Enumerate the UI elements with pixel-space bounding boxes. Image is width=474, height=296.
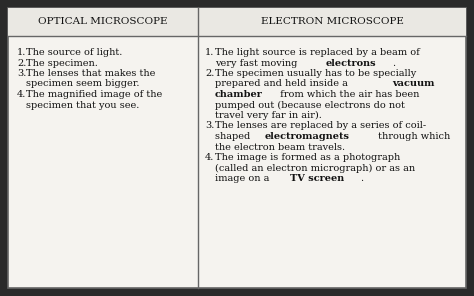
Text: ELECTRON MICROSCOPE: ELECTRON MICROSCOPE (261, 17, 403, 27)
Text: The source of light.: The source of light. (26, 48, 122, 57)
Text: The lenses are replaced by a series of coil-: The lenses are replaced by a series of c… (215, 121, 426, 131)
Text: prepared and held inside a: prepared and held inside a (215, 80, 351, 89)
Text: The specimen usually has to be specially: The specimen usually has to be specially (215, 69, 416, 78)
Text: chamber: chamber (215, 90, 263, 99)
Text: The specimen.: The specimen. (26, 59, 98, 67)
Text: 1.: 1. (205, 48, 214, 57)
Text: The light source is replaced by a beam of: The light source is replaced by a beam o… (215, 48, 420, 57)
Bar (8, 8, 466, 36)
Text: specimen seem bigger.: specimen seem bigger. (26, 80, 139, 89)
Text: 3.: 3. (205, 121, 214, 131)
Text: OPTICAL MICROSCOPE: OPTICAL MICROSCOPE (38, 17, 168, 27)
Text: .: . (360, 174, 364, 183)
Text: through which: through which (375, 132, 451, 141)
Text: from which the air has been: from which the air has been (277, 90, 419, 99)
Text: The lenses that makes the: The lenses that makes the (26, 69, 155, 78)
Text: electrons: electrons (326, 59, 377, 67)
Text: .: . (392, 59, 395, 67)
Text: very fast moving: very fast moving (215, 59, 301, 67)
Text: 2.: 2. (17, 59, 27, 67)
Text: 2.: 2. (205, 69, 214, 78)
Text: 4.: 4. (17, 90, 27, 99)
Text: vacuum: vacuum (392, 80, 434, 89)
Text: 4.: 4. (205, 153, 214, 162)
Text: 3.: 3. (17, 69, 27, 78)
Text: shaped: shaped (215, 132, 254, 141)
Text: The image is formed as a photograph: The image is formed as a photograph (215, 153, 401, 162)
Text: TV screen: TV screen (290, 174, 344, 183)
Text: The magnified image of the: The magnified image of the (26, 90, 162, 99)
Text: pumped out (because electrons do not: pumped out (because electrons do not (215, 101, 405, 110)
Text: electromagnets: electromagnets (265, 132, 350, 141)
Text: 1.: 1. (17, 48, 27, 57)
Text: (called an electron micrograph) or as an: (called an electron micrograph) or as an (215, 163, 415, 173)
Text: travel very far in air).: travel very far in air). (215, 111, 322, 120)
Text: image on a: image on a (215, 174, 273, 183)
Text: the electron beam travels.: the electron beam travels. (215, 142, 345, 152)
Text: specimen that you see.: specimen that you see. (26, 101, 139, 110)
